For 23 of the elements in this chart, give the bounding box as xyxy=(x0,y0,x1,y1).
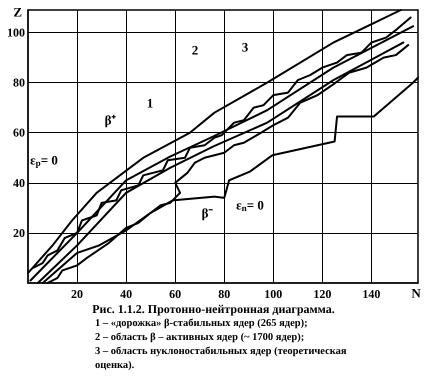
y-axis-title: Z xyxy=(13,4,22,20)
y-tick-label: 80 xyxy=(13,76,25,90)
x-tick-label: 140 xyxy=(362,287,380,301)
y-tick-label: 40 xyxy=(13,176,25,190)
text: 3 – область нуклоностабильных ядер (теоретическая оценка). xyxy=(95,345,348,373)
text: 2 – область β – активных ядер (~ 1700 ядер); xyxy=(95,331,306,345)
annotation: β⁺ xyxy=(104,112,116,128)
x-tick-label: 120 xyxy=(313,287,332,301)
annotation: 1 xyxy=(146,96,154,110)
x-tick-label: 20 xyxy=(71,287,84,301)
y-tick-label: 60 xyxy=(13,126,25,140)
y-tick-label: 100 xyxy=(7,26,25,40)
text: 1 – «дорожка» β-стабильных ядер (265 ядер); xyxy=(95,317,309,331)
text: Рис. 1.1.2. Протонно-нейтронная диаграмма. xyxy=(91,302,336,317)
x-tick-label: 40 xyxy=(120,287,132,301)
x-tick-label: 100 xyxy=(264,287,282,301)
x-tick-label: 60 xyxy=(169,287,182,301)
annotation: 3 xyxy=(242,40,249,54)
y-tick-label: 20 xyxy=(13,226,25,240)
annotation: β⁻ xyxy=(202,206,214,220)
x-axis-title: N xyxy=(411,286,422,300)
annotation: 2 xyxy=(192,42,198,58)
x-tick-label: 80 xyxy=(218,287,230,301)
